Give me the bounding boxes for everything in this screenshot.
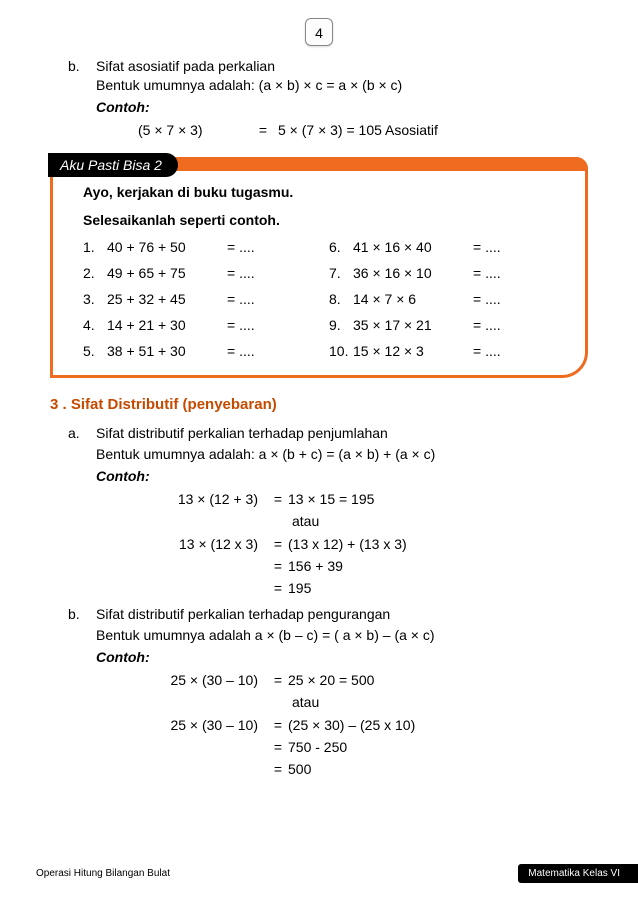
part-a-title: Sifat distributif perkalian terhadap pen…	[96, 423, 388, 445]
exercise-item: 4.14 + 21 + 30= ....	[83, 317, 317, 333]
contoh-label: Contoh:	[68, 96, 588, 118]
exercise-item: 9.35 × 17 × 21= ....	[329, 317, 563, 333]
exercise-tab: Aku Pasti Bisa 2	[48, 153, 178, 177]
exercise-item: 1.40 + 76 + 50= ....	[83, 239, 317, 255]
part-b: b. Sifat distributif perkalian terhadap …	[50, 604, 588, 781]
sec3-num: 3 .	[50, 396, 67, 413]
exercise-item: 8.14 × 7 × 6= ....	[329, 291, 563, 307]
letter-b2: b.	[68, 604, 86, 626]
letter-a: a.	[68, 423, 86, 445]
footer-right: Matematika Kelas VI	[518, 864, 638, 883]
part-b-contoh: Contoh:	[68, 647, 588, 669]
exercise-item: 7.36 × 16 × 10= ....	[329, 265, 563, 281]
ex-right: 5 × (7 × 3) = 105 Asosiatif	[278, 119, 438, 141]
part-b-title: Sifat distributif perkalian terhadap pen…	[96, 604, 390, 626]
footer: Operasi Hitung Bilangan Bulat Matematika…	[36, 864, 602, 883]
exercise-line2: Selesaikanlah seperti contoh.	[83, 210, 563, 230]
sec3-title-text: Sifat Distributif	[71, 396, 179, 413]
ex-left: (5 × 7 × 3)	[138, 119, 248, 141]
exercise-item: 6.41 × 16 × 40= ....	[329, 239, 563, 255]
section-b-example: (5 × 7 × 3) = 5 × (7 × 3) = 105 Asosiati…	[68, 119, 588, 141]
exercise-item: 2.49 + 65 + 75= ....	[83, 265, 317, 281]
ex-eq: =	[248, 119, 278, 141]
sec3-paren: (penyebaran)	[183, 396, 277, 413]
part-a-form: Bentuk umumnya adalah: a × (b + c) = (a …	[68, 444, 588, 466]
exercise-box: Aku Pasti Bisa 2 Ayo, kerjakan di buku t…	[50, 157, 588, 378]
exercise-grid: 1.40 + 76 + 50= .... 6.41 × 16 × 40= ...…	[83, 239, 563, 359]
section-b-title: Sifat asosiatif pada perkalian	[96, 58, 275, 74]
section-b-associative: b. Sifat asosiatif pada perkalian Bentuk…	[50, 58, 588, 141]
exercise-item: 10.15 × 12 × 3= ....	[329, 343, 563, 359]
part-b-form: Bentuk umumnya adalah a × (b – c) = ( a …	[68, 625, 588, 647]
part-a-contoh: Contoh:	[68, 466, 588, 488]
exercise-item: 5.38 + 51 + 30= ....	[83, 343, 317, 359]
section-b-form: Bentuk umumnya adalah: (a × b) × c = a ×…	[68, 74, 588, 96]
letter-b: b.	[68, 58, 86, 74]
footer-left: Operasi Hitung Bilangan Bulat	[36, 868, 170, 879]
page-number-wrap: 4	[50, 18, 588, 46]
part-a: a. Sifat distributif perkalian terhadap …	[50, 423, 588, 600]
page-number: 4	[305, 18, 333, 46]
exercise-item: 3.25 + 32 + 45= ....	[83, 291, 317, 307]
section3-title: 3 . Sifat Distributif (penyebaran)	[50, 396, 588, 413]
exercise-line1: Ayo, kerjakan di buku tugasmu.	[83, 182, 563, 202]
exercise-border: Ayo, kerjakan di buku tugasmu. Selesaika…	[50, 157, 588, 378]
